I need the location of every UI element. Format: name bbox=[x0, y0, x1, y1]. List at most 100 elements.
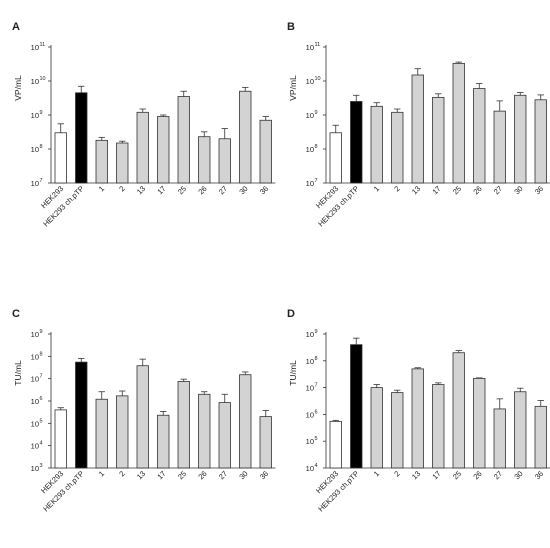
panel-letter: D bbox=[287, 308, 295, 320]
y-tick-label: 10 bbox=[306, 145, 314, 154]
x-tick-label: 2 bbox=[117, 469, 126, 478]
y-tick-label: 10 bbox=[306, 43, 314, 52]
y-tick-exponent: 9 bbox=[315, 110, 318, 116]
bar bbox=[411, 74, 424, 184]
y-tick-label: 10 bbox=[31, 111, 39, 120]
y-tick-exponent: 6 bbox=[40, 396, 43, 402]
y-axis-label: VP/mL bbox=[13, 75, 23, 101]
x-tick-label: 30 bbox=[512, 184, 524, 196]
x-tick-label: 36 bbox=[258, 184, 270, 196]
panel-letter: A bbox=[12, 21, 20, 33]
x-tick-label: 27 bbox=[217, 469, 229, 481]
y-tick-label: 10 bbox=[31, 330, 39, 339]
bar bbox=[116, 395, 129, 469]
x-tick-label: 1 bbox=[372, 184, 381, 193]
x-tick-label: 17 bbox=[430, 469, 442, 481]
x-tick-label: 26 bbox=[471, 469, 483, 481]
x-tick-label: 26 bbox=[471, 184, 483, 196]
y-tick-exponent: 7 bbox=[315, 178, 318, 184]
bar bbox=[432, 384, 445, 469]
y-tick-label: 10 bbox=[306, 330, 314, 339]
x-tick-label: 13 bbox=[135, 184, 147, 196]
bar bbox=[54, 132, 67, 184]
y-tick-label: 10 bbox=[306, 357, 314, 366]
y-tick-exponent: 9 bbox=[40, 329, 43, 335]
bar bbox=[95, 398, 108, 469]
x-tick-label: 13 bbox=[410, 184, 422, 196]
y-tick-label: 10 bbox=[306, 437, 314, 446]
bar bbox=[329, 420, 342, 469]
y-tick-label: 10 bbox=[306, 111, 314, 120]
y-tick-label: 10 bbox=[31, 375, 39, 384]
bar bbox=[116, 142, 129, 184]
bar bbox=[452, 62, 465, 184]
bar bbox=[514, 391, 527, 469]
bar bbox=[218, 138, 231, 184]
y-tick-label: 10 bbox=[31, 464, 39, 473]
x-tick-label: 25 bbox=[176, 469, 188, 481]
bar bbox=[432, 96, 445, 184]
x-tick-label: 13 bbox=[135, 469, 147, 481]
bar bbox=[370, 387, 383, 469]
x-tick-label: 26 bbox=[196, 184, 208, 196]
y-tick-label: 10 bbox=[31, 442, 39, 451]
bar bbox=[198, 393, 211, 469]
y-tick-exponent: 7 bbox=[315, 383, 318, 389]
y-tick-exponent: 3 bbox=[40, 463, 43, 469]
y-tick-exponent: 8 bbox=[40, 351, 43, 357]
x-tick-label: 30 bbox=[512, 469, 524, 481]
x-tick-label: 17 bbox=[155, 469, 167, 481]
y-tick-label: 10 bbox=[306, 410, 314, 419]
x-tick-label: 30 bbox=[237, 469, 249, 481]
x-tick-label: 36 bbox=[258, 469, 270, 481]
y-tick-label: 10 bbox=[31, 145, 39, 154]
y-tick-label: 10 bbox=[306, 384, 314, 393]
y-axis-label: TU/mL bbox=[288, 360, 298, 386]
bar bbox=[452, 352, 465, 469]
bar bbox=[370, 105, 383, 184]
y-tick-label: 10 bbox=[31, 77, 39, 86]
y-tick-label: 10 bbox=[31, 397, 39, 406]
y-tick-exponent: 9 bbox=[40, 110, 43, 116]
y-tick-label: 10 bbox=[306, 77, 314, 86]
bar bbox=[239, 90, 252, 184]
x-tick-label: 1 bbox=[372, 469, 381, 478]
bar bbox=[218, 402, 231, 469]
y-tick-label: 10 bbox=[306, 179, 314, 188]
y-tick-exponent: 5 bbox=[40, 418, 43, 424]
bar bbox=[136, 111, 149, 184]
bar bbox=[198, 136, 211, 184]
x-tick-label: 27 bbox=[217, 184, 229, 196]
y-tick-exponent: 4 bbox=[40, 441, 43, 447]
y-tick-exponent: 9 bbox=[315, 329, 318, 335]
bar bbox=[177, 96, 190, 184]
x-tick-label: 13 bbox=[410, 469, 422, 481]
y-tick-exponent: 7 bbox=[40, 374, 43, 380]
bar bbox=[259, 416, 272, 469]
bar bbox=[514, 94, 527, 184]
bar bbox=[473, 378, 486, 469]
bar bbox=[493, 408, 506, 469]
y-tick-exponent: 6 bbox=[315, 409, 318, 415]
panel-letter: B bbox=[287, 21, 295, 33]
bar bbox=[259, 119, 272, 184]
x-tick-label: 26 bbox=[196, 469, 208, 481]
y-tick-exponent: 7 bbox=[40, 178, 43, 184]
x-tick-label: 25 bbox=[451, 469, 463, 481]
bar bbox=[136, 365, 149, 469]
y-tick-label: 10 bbox=[31, 419, 39, 428]
bar bbox=[95, 139, 108, 184]
bar bbox=[391, 111, 404, 184]
bar bbox=[493, 110, 506, 184]
panel-letter: C bbox=[12, 308, 20, 320]
bar bbox=[75, 92, 88, 184]
x-tick-label: 25 bbox=[176, 184, 188, 196]
y-tick-label: 10 bbox=[31, 352, 39, 361]
bar bbox=[350, 101, 363, 184]
x-tick-label: 1 bbox=[97, 184, 106, 193]
y-tick-exponent: 11 bbox=[40, 42, 46, 48]
bar bbox=[350, 344, 363, 469]
x-tick-label: 27 bbox=[492, 184, 504, 196]
